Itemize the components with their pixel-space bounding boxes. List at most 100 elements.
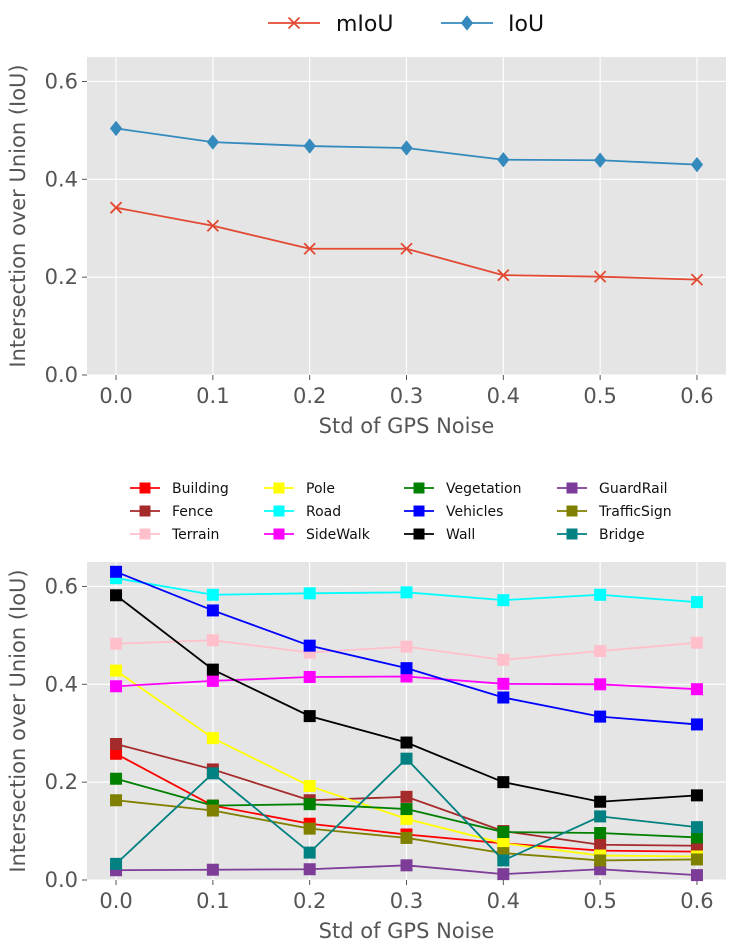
chart1-x-tick-label: 0.4 [487, 384, 520, 408]
chart2-x-tick-label: 0.3 [390, 889, 423, 913]
chart2-y-tick-label: 0.2 [45, 770, 78, 794]
chart2-point-vehicles [690, 718, 703, 731]
chart1-legend-marker-miou [287, 16, 301, 30]
chart1-point-iou [206, 134, 220, 150]
chart2-legend-label: SideWalk [306, 527, 371, 543]
chart1-x-tick-label: 0.6 [680, 384, 713, 408]
chart2-point-vegetation [497, 826, 510, 839]
chart1-point-miou [690, 273, 704, 286]
chart2-legend-label: TrafficSign [598, 504, 672, 520]
chart2-x-tick-label: 0.2 [293, 889, 326, 913]
chart2-point-trafficsign [303, 822, 316, 835]
chart2-point-vehicles [400, 662, 413, 675]
chart2-point-fence [400, 790, 413, 803]
chart1-x-tick-label: 0.0 [99, 384, 132, 408]
chart2-legend-label: Vehicles [446, 504, 503, 520]
chart2-point-fence [110, 737, 123, 750]
chart2-legend-marker-bridge [566, 528, 578, 540]
chart2-point-vehicles [303, 639, 316, 652]
chart2-point-vehicles [594, 710, 607, 723]
chart2-point-terrain [206, 634, 219, 647]
chart2-point-terrain [400, 640, 413, 653]
chart2-point-sidewalk [110, 680, 123, 693]
chart1-y-tick-label: 0.4 [45, 167, 78, 191]
chart1-y-tick-label: 0.2 [45, 265, 78, 289]
chart2-point-vehicles [110, 565, 123, 578]
chart2-point-wall [110, 589, 123, 602]
chart2-point-terrain [497, 653, 510, 666]
chart2-point-trafficsign [110, 794, 123, 807]
chart1-point-miou [303, 242, 316, 255]
chart2-point-guardrail [400, 859, 413, 872]
chart1-point-iou [109, 120, 123, 137]
chart2-point-bridge [206, 767, 219, 780]
chart2-legend-label: Fence [172, 504, 213, 520]
chart2-legend-marker-vehicles [413, 505, 425, 517]
chart2-y-tick-label: 0.0 [45, 868, 78, 892]
chart1-y-tick-label: 0.6 [45, 69, 78, 93]
chart2-point-wall [497, 776, 510, 789]
chart2-point-road [594, 588, 607, 601]
chart1-point-miou [206, 219, 220, 232]
chart1-legend-marker-iou [460, 15, 474, 31]
chart2-point-wall [206, 663, 219, 676]
chart2-point-sidewalk [594, 678, 607, 691]
chart1-point-iou [303, 138, 316, 154]
chart2-point-guardrail [303, 863, 316, 876]
chart2-point-wall [690, 789, 703, 802]
chart1-point-miou [593, 270, 607, 283]
chart1-x-axis-label: Std of GPS Noise [319, 414, 495, 438]
chart1-point-miou [109, 201, 123, 214]
chart2-legend-marker-pole [273, 482, 285, 494]
chart2-point-road [400, 586, 413, 599]
chart2-y-tick-label: 0.6 [45, 574, 78, 598]
chart1-x-tick-label: 0.5 [583, 384, 616, 408]
chart1-legend-label: IoU [508, 12, 544, 37]
chart2-point-guardrail [690, 869, 703, 882]
chart2-point-guardrail [497, 868, 510, 881]
chart2-point-vehicles [497, 691, 510, 704]
chart2-point-terrain [594, 645, 607, 658]
chart2-point-trafficsign [400, 831, 413, 844]
chart1-point-iou [593, 152, 607, 168]
chart2-point-bridge [400, 752, 413, 765]
chart2-legend-marker-vegetation [413, 482, 425, 494]
chart2-point-wall [594, 795, 607, 808]
chart1-x-tick-label: 0.1 [196, 384, 229, 408]
chart2-point-trafficsign [690, 853, 703, 866]
chart2-legend-marker-trafficsign [566, 505, 578, 517]
chart2-point-bridge [690, 821, 703, 834]
chart1-point-iou [497, 152, 510, 168]
chart2-point-trafficsign [594, 854, 607, 867]
chart2-legend-label: Terrain [171, 527, 219, 543]
chart2-point-vegetation [400, 803, 413, 816]
chart2-point-vegetation [110, 772, 123, 785]
chart2-point-vegetation [303, 798, 316, 811]
chart2-y-axis-label: Intersection over Union (IoU) [6, 569, 30, 872]
chart1-point-iou [690, 156, 704, 173]
chart2-legend-label: Building [172, 481, 229, 497]
chart2-point-terrain [110, 637, 123, 650]
chart2-point-pole [303, 780, 316, 793]
chart2-legend-label: Road [306, 504, 341, 520]
chart2-point-pole [110, 664, 123, 677]
chart2-point-bridge [497, 854, 510, 867]
chart2-point-sidewalk [497, 677, 510, 690]
chart1-y-tick-label: 0.0 [45, 363, 78, 387]
chart2-legend-marker-guardrail [566, 482, 578, 494]
chart2-point-road [303, 587, 316, 600]
chart2-point-wall [400, 736, 413, 749]
chart2-x-tick-label: 0.4 [487, 889, 520, 913]
chart2-x-tick-label: 0.1 [196, 889, 229, 913]
chart2-point-bridge [110, 857, 123, 870]
chart2-legend-label: GuardRail [599, 481, 667, 497]
chart1-y-axis-label: Intersection over Union (IoU) [6, 64, 30, 367]
chart2-legend-marker-sidewalk [273, 528, 285, 540]
chart1-x-tick-label: 0.2 [293, 384, 326, 408]
chart2-point-bridge [594, 810, 607, 823]
chart2-point-vegetation [594, 827, 607, 840]
chart2-point-pole [206, 732, 219, 745]
chart2-x-tick-label: 0.6 [680, 889, 713, 913]
